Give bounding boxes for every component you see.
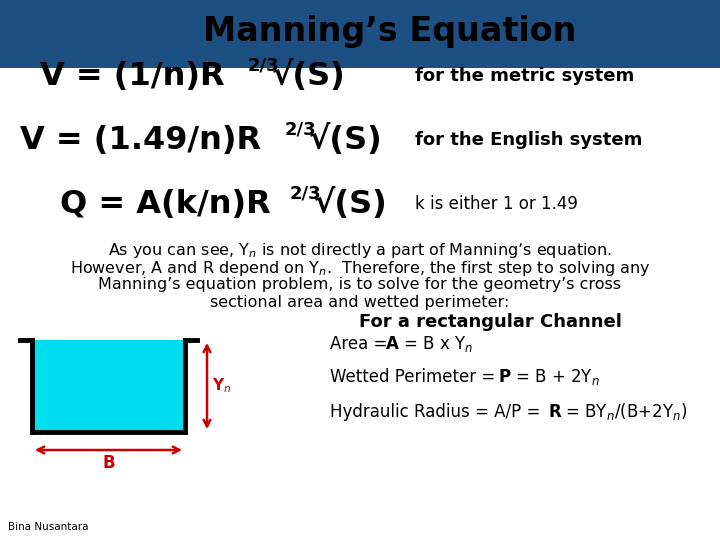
- Bar: [32, 340, 185, 432]
- Text: Manning’s Equation: Manning’s Equation: [203, 16, 577, 49]
- Text: Y$_n$: Y$_n$: [212, 377, 231, 395]
- Text: 2/3: 2/3: [248, 56, 279, 74]
- Text: sectional area and wetted perimeter:: sectional area and wetted perimeter:: [210, 294, 510, 309]
- Bar: [0, 0, 720, 68]
- Text: B: B: [102, 454, 114, 472]
- Text: for the English system: for the English system: [415, 131, 642, 149]
- Text: Q = A(k/n)R: Q = A(k/n)R: [60, 188, 271, 219]
- Text: k is either 1 or 1.49: k is either 1 or 1.49: [415, 195, 578, 213]
- Text: = BY$_n$/(B+2Y$_n$): = BY$_n$/(B+2Y$_n$): [560, 402, 688, 422]
- Text: Hydraulic Radius = A/P =: Hydraulic Radius = A/P =: [330, 403, 546, 421]
- Text: Manning’s equation problem, is to solve for the geometry’s cross: Manning’s equation problem, is to solve …: [99, 278, 621, 293]
- Text: P: P: [498, 368, 510, 386]
- Text: Bina Nusantara: Bina Nusantara: [8, 522, 89, 532]
- Text: = B x Y$_n$: = B x Y$_n$: [398, 334, 473, 354]
- Text: V = (1.49/n)R: V = (1.49/n)R: [20, 125, 261, 156]
- Text: = B + 2Y$_n$: = B + 2Y$_n$: [510, 367, 600, 387]
- Text: V = (1/n)R: V = (1/n)R: [40, 60, 225, 91]
- Text: Wetted Perimeter =: Wetted Perimeter =: [330, 368, 500, 386]
- Text: For a rectangular Channel: For a rectangular Channel: [359, 313, 621, 331]
- Text: Area =: Area =: [330, 335, 392, 353]
- Text: A: A: [386, 335, 399, 353]
- Text: 2/3: 2/3: [290, 184, 322, 202]
- Text: for the metric system: for the metric system: [415, 67, 634, 85]
- Text: As you can see, Y$_n$ is not directly a part of Manning’s equation.: As you can see, Y$_n$ is not directly a …: [108, 241, 612, 260]
- Text: 2/3: 2/3: [285, 120, 317, 138]
- Text: However, A and R depend on Y$_n$.  Therefore, the first step to solving any: However, A and R depend on Y$_n$. Theref…: [70, 259, 650, 278]
- Text: R: R: [548, 403, 561, 421]
- Text: √(S): √(S): [272, 60, 346, 92]
- Text: √(S): √(S): [309, 124, 383, 156]
- Text: √(S): √(S): [314, 188, 388, 220]
